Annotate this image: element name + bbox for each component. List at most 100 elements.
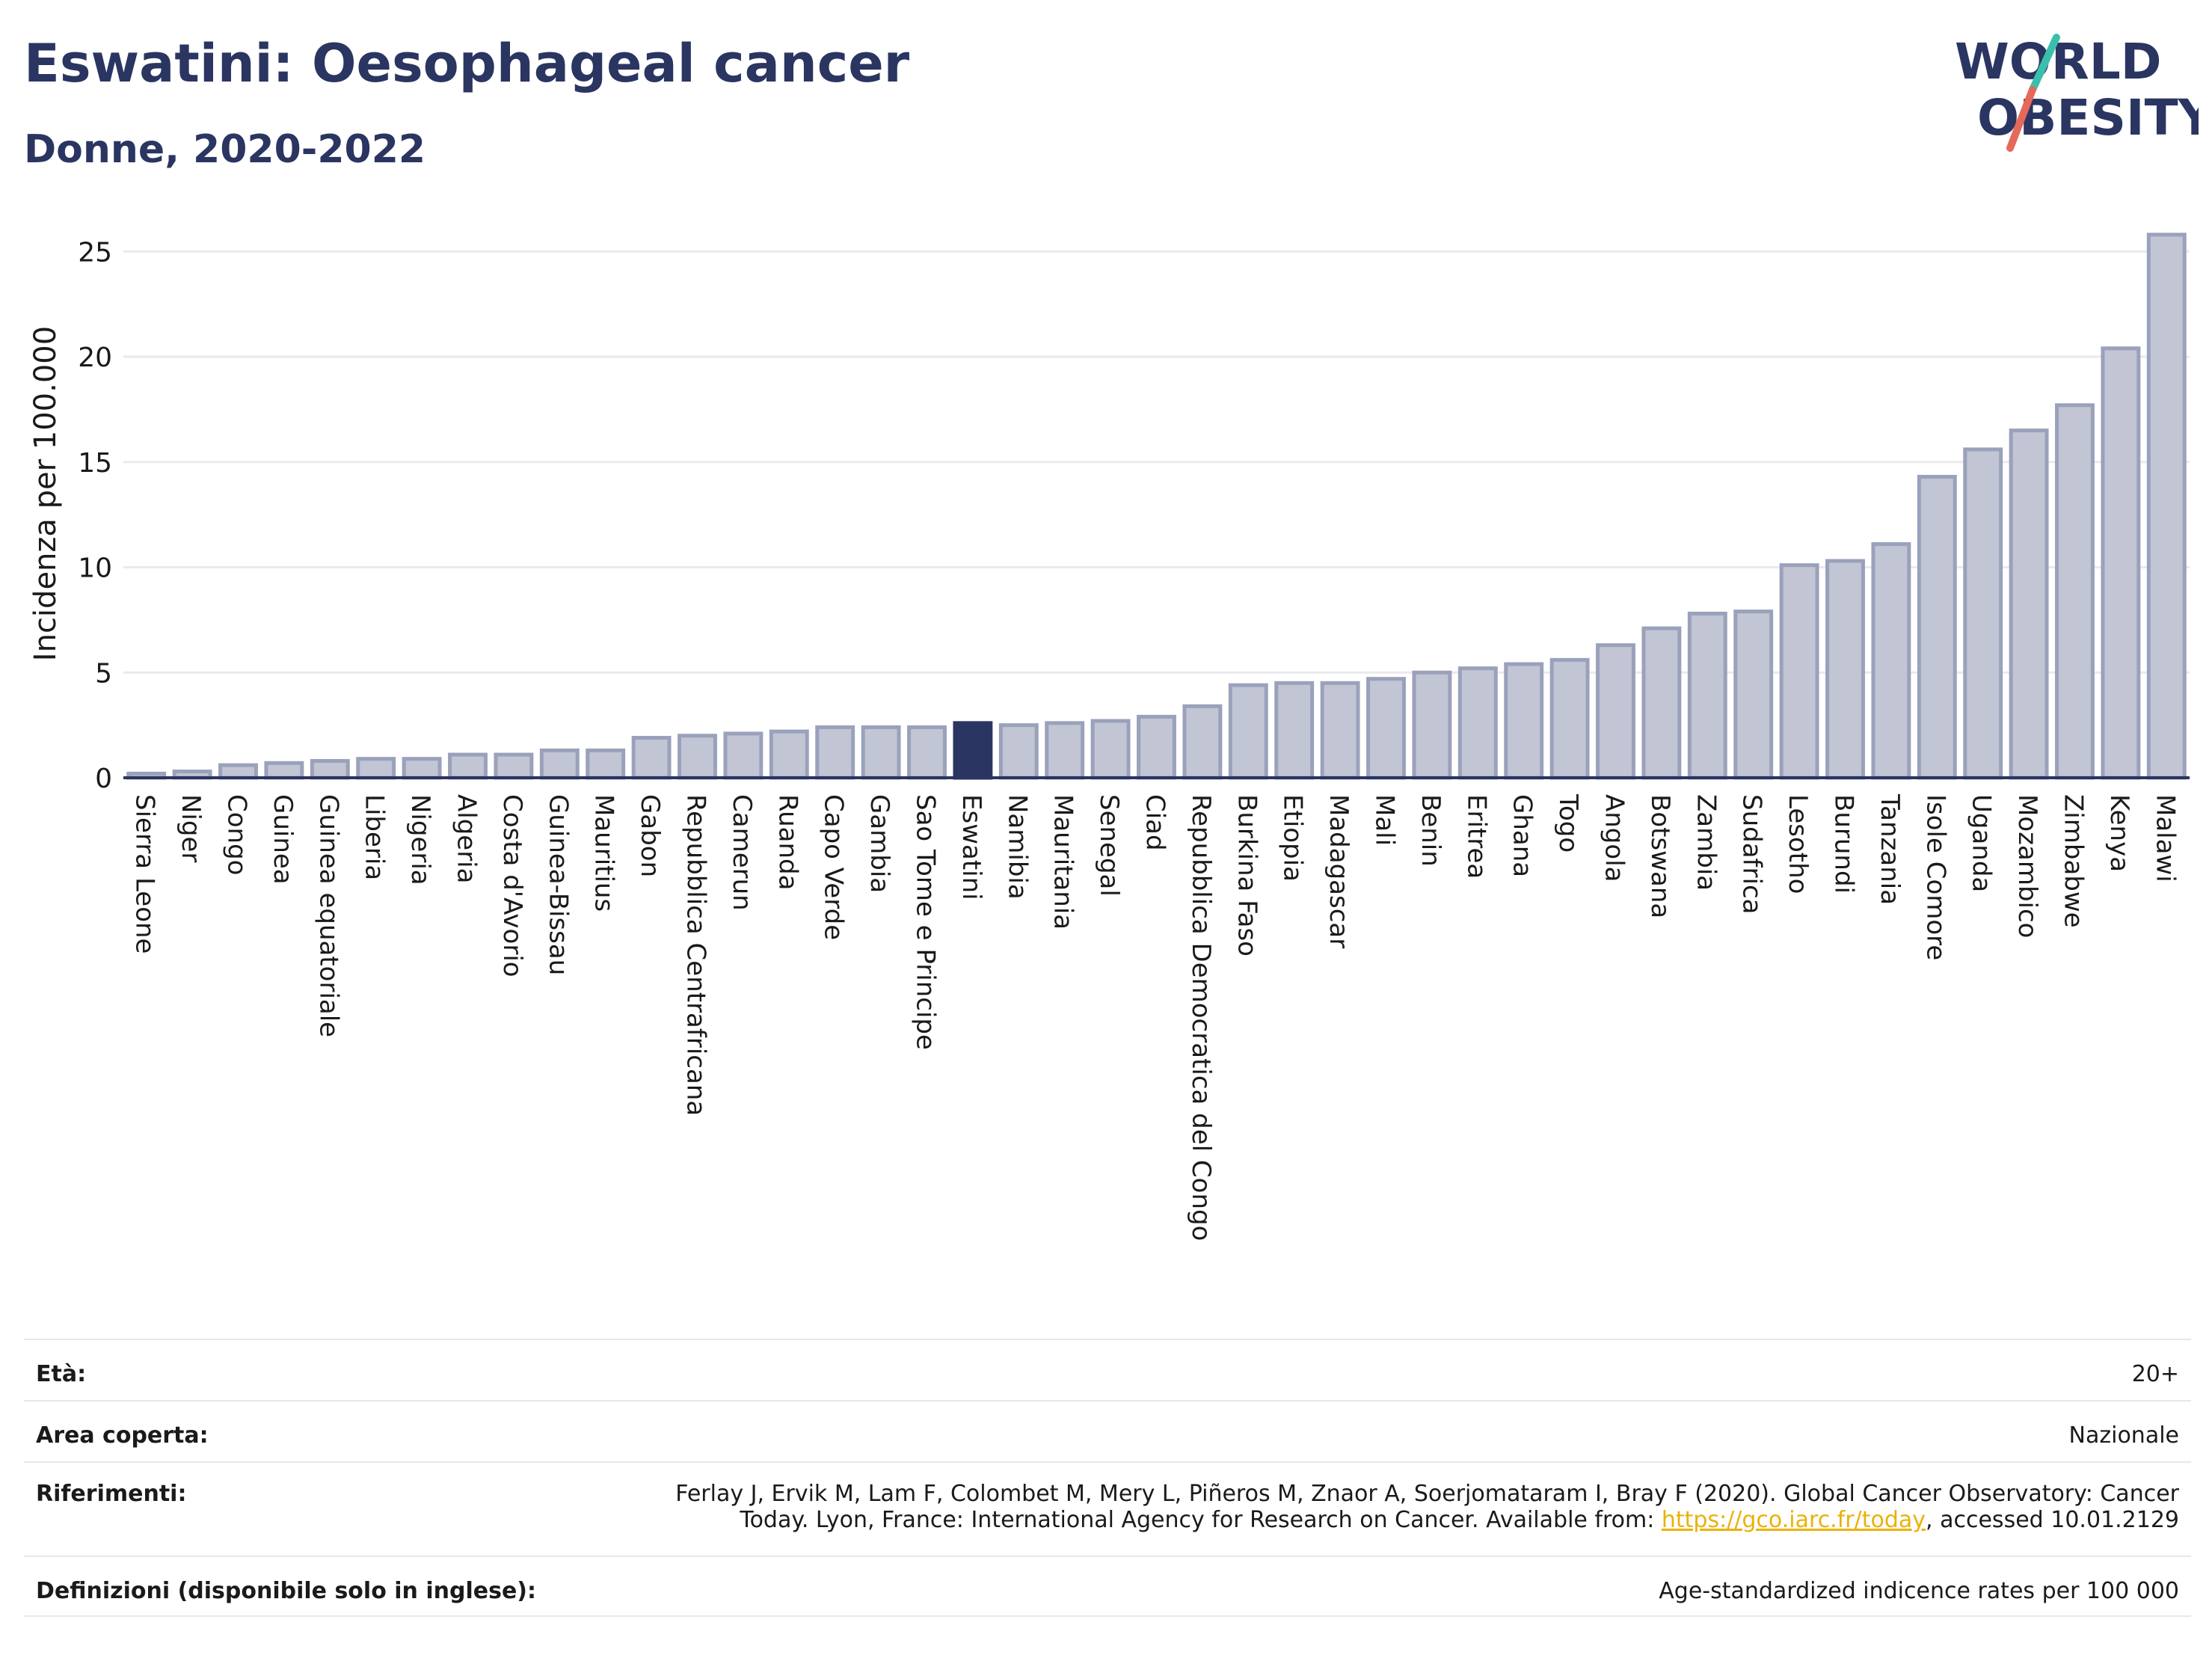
bar-liberia bbox=[356, 757, 396, 780]
bar-nigeria bbox=[402, 757, 442, 780]
bar-namibia bbox=[998, 723, 1039, 780]
x-tick-label: Ruanda bbox=[772, 794, 802, 890]
bar-mali bbox=[1366, 677, 1406, 780]
page-subtitle: Donne, 2020-2022 bbox=[24, 127, 426, 172]
logo-slash-bottom bbox=[2006, 86, 2036, 152]
bar-guinea-equatoriale bbox=[310, 758, 350, 780]
info-table: Età: 20+ Area coperta: Nazionale Riferim… bbox=[24, 1339, 2191, 1617]
bar-gambia bbox=[861, 725, 901, 780]
y-tick-label: 10 bbox=[78, 553, 112, 584]
references-label: Riferimenti: bbox=[36, 1481, 187, 1507]
bar-tanzania bbox=[1871, 542, 1911, 780]
bar-sao-tome-e-principe bbox=[907, 725, 947, 780]
bar-ciad bbox=[1137, 714, 1176, 780]
x-tick-label: Niger bbox=[176, 794, 206, 862]
bar-repubblica-democratica-del-congo bbox=[1182, 704, 1223, 780]
bar-madagascar bbox=[1320, 681, 1360, 780]
references-line2-pre: Today. Lyon, France: International Agenc… bbox=[740, 1507, 1662, 1533]
x-tick-label: Guinea bbox=[268, 794, 298, 885]
bar-eswatini bbox=[953, 721, 993, 780]
info-row-references: Riferimenti: Ferlay J, Ervik M, Lam F, C… bbox=[24, 1461, 2191, 1556]
x-tick-label: Eswatini bbox=[956, 794, 986, 900]
x-tick-label: Ciad bbox=[1140, 794, 1170, 851]
x-tick-label: Mozambico bbox=[2012, 794, 2042, 938]
x-tick-label: Mauritania bbox=[1048, 794, 1078, 930]
logo-slash-top bbox=[2029, 34, 2060, 93]
definitions-value: Age-standardized indicence rates per 100… bbox=[1659, 1578, 2179, 1604]
x-tick-label: Madagascar bbox=[1324, 794, 1354, 948]
x-tick-label: Burkina Faso bbox=[1232, 794, 1262, 957]
bar-guinea bbox=[264, 761, 304, 780]
x-tick-label: Sierra Leone bbox=[130, 794, 160, 954]
bar-eritrea bbox=[1457, 666, 1498, 780]
x-tick-label: Etiopia bbox=[1278, 794, 1308, 882]
x-tick-label: Algeria bbox=[452, 794, 482, 883]
references-link[interactable]: https://gco.iarc.fr/today bbox=[1661, 1507, 1926, 1533]
bar-costa-d-avorio bbox=[494, 752, 534, 780]
x-tick-label: Repubblica Democratica del Congo bbox=[1186, 794, 1216, 1241]
y-tick-label: 0 bbox=[95, 764, 112, 794]
bar-gabon bbox=[631, 736, 672, 780]
x-tick-label: Isole Comore bbox=[1920, 794, 1950, 960]
bar-guinea-bissau bbox=[539, 748, 580, 780]
bar-zambia bbox=[1687, 611, 1727, 780]
area-label: Area coperta: bbox=[36, 1422, 209, 1449]
x-tick-label: Malawi bbox=[2150, 794, 2180, 882]
age-value: 20+ bbox=[2131, 1361, 2179, 1387]
references-line2-post: , accessed 10.01.2129 bbox=[1926, 1507, 2179, 1533]
bar-ghana bbox=[1504, 662, 1544, 780]
bar-angola bbox=[1596, 643, 1635, 780]
x-tick-label: Botswana bbox=[1645, 794, 1675, 918]
age-label: Età: bbox=[36, 1361, 87, 1387]
x-tick-label: Burundi bbox=[1829, 794, 1859, 894]
x-tick-label: Guinea equatoriale bbox=[313, 794, 343, 1037]
references-line1: Ferlay J, Ervik M, Lam F, Colombet M, Me… bbox=[675, 1481, 2179, 1507]
bar-isole-comore bbox=[1917, 474, 1957, 780]
bar-botswana bbox=[1641, 626, 1682, 780]
x-tick-label: Benin bbox=[1416, 794, 1446, 867]
x-tick-label: Sao Tome e Principe bbox=[911, 794, 941, 1050]
bar-algeria bbox=[448, 752, 488, 780]
x-tick-label: Repubblica Centrafricana bbox=[681, 794, 711, 1116]
bar-mozambico bbox=[2009, 429, 2049, 780]
x-tick-label: Zambia bbox=[1691, 794, 1721, 891]
bar-chart: Sierra Leone Niger Congo Guinea Guinea equat… bbox=[28, 233, 2190, 1241]
y-tick-labels: 0 5 10 15 20 25 bbox=[78, 237, 112, 794]
x-tick-label: Liberia bbox=[360, 794, 390, 880]
x-tick-label: Camerun bbox=[727, 794, 757, 911]
bar-senegal bbox=[1090, 719, 1131, 780]
bar-burundi bbox=[1825, 559, 1865, 780]
x-tick-label: Zimbabwe bbox=[2059, 794, 2089, 928]
bar-malawi bbox=[2146, 233, 2187, 780]
x-tick-label: Senegal bbox=[1094, 794, 1124, 897]
bar-burkina-faso bbox=[1228, 683, 1268, 780]
x-tick-label: Togo bbox=[1553, 793, 1583, 853]
x-tick-label: Sudafrica bbox=[1737, 794, 1767, 914]
x-tick-label: Congo bbox=[222, 794, 252, 875]
x-tick-label: Namibia bbox=[1002, 794, 1032, 900]
bar-ruanda bbox=[769, 729, 809, 780]
y-tick-label: 25 bbox=[78, 237, 112, 268]
bar-benin bbox=[1412, 670, 1452, 780]
area-value: Nazionale bbox=[2068, 1422, 2179, 1449]
x-tick-label: Capo Verde bbox=[819, 794, 849, 940]
x-tick-label: Guinea-Bissau bbox=[543, 794, 573, 975]
bar-repubblica-centrafricana bbox=[678, 734, 717, 780]
y-axis-label: Incidenza per 100.000 bbox=[28, 326, 63, 661]
x-tick-label: Mali bbox=[1370, 794, 1400, 846]
bar-etiopia bbox=[1274, 681, 1315, 780]
info-row-area: Area coperta: Nazionale bbox=[24, 1400, 2191, 1461]
bar-congo bbox=[218, 763, 258, 780]
x-tick-label: Kenya bbox=[2104, 794, 2134, 872]
x-tick-label: Uganda bbox=[1967, 794, 1997, 892]
x-tick-label: Eritrea bbox=[1461, 794, 1491, 879]
bar-mauritania bbox=[1045, 721, 1085, 780]
x-tick-label: Gabon bbox=[635, 794, 665, 877]
x-tick-label: Angola bbox=[1600, 794, 1629, 882]
references-value: Ferlay J, Ervik M, Lam F, Colombet M, Me… bbox=[675, 1481, 2179, 1533]
y-tick-label: 15 bbox=[78, 448, 112, 479]
bar-lesotho bbox=[1779, 563, 1819, 780]
x-tick-label: Nigeria bbox=[405, 794, 435, 885]
x-tick-label: Gambia bbox=[864, 794, 894, 893]
bar-sudafrica bbox=[1733, 610, 1774, 780]
